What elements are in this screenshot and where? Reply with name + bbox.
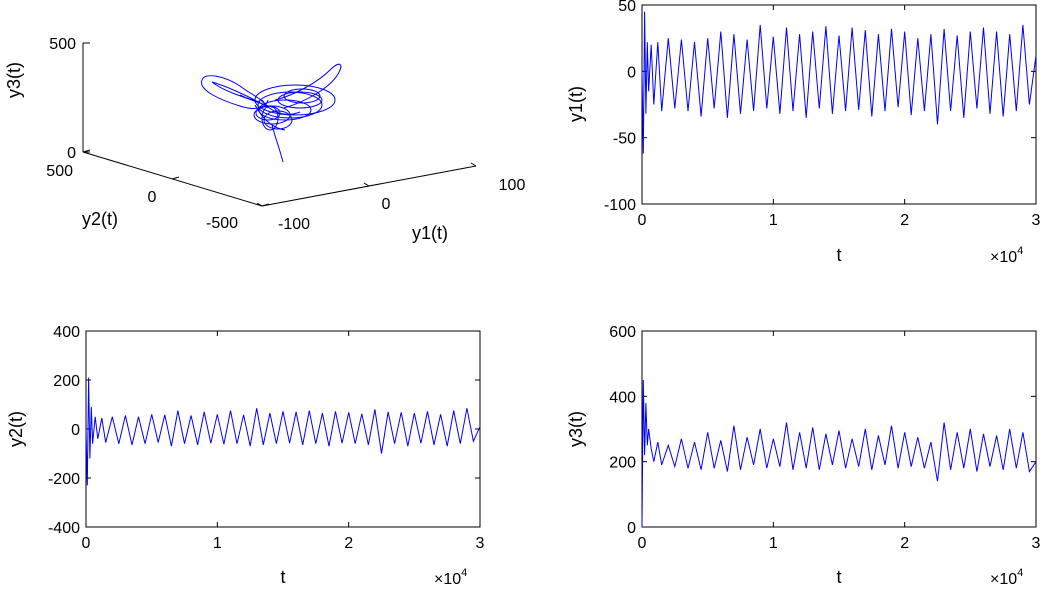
z-axis-label: y3(t) — [4, 62, 24, 98]
y-axis-label: y3(t) — [566, 411, 586, 447]
y-tick-label: 200 — [53, 373, 80, 390]
x-exponent: ×104 — [990, 245, 1023, 266]
x-exponent: ×104 — [434, 567, 467, 588]
y1-tick-label-100: 100 — [499, 177, 526, 194]
y-tick-label: 400 — [609, 389, 636, 406]
x-tick-label: 3 — [1032, 212, 1041, 229]
y2-tick-0 — [171, 176, 180, 180]
y1-tick-0 — [363, 182, 370, 187]
y1-tick-100 — [470, 162, 477, 167]
y1-axis-label: y1(t) — [412, 223, 448, 243]
x-ticks: 0 1 2 3 — [82, 331, 485, 552]
x-exponent-power: 4 — [1017, 245, 1023, 257]
plot-box — [641, 4, 1037, 205]
y-tick-label: 200 — [609, 455, 636, 472]
x-tick-label: 2 — [344, 535, 353, 552]
x-tick-label: 2 — [900, 212, 909, 229]
y-tick-label: 0 — [627, 520, 636, 537]
x-tick-label: 1 — [769, 212, 778, 229]
series-line — [641, 11, 1037, 154]
x-axis-label: t — [836, 245, 841, 265]
y-tick-label: -50 — [613, 131, 636, 148]
y-ticks: 50 0 -50 -100 — [604, 0, 1036, 214]
y2-tick-neg500 — [261, 203, 270, 207]
x-exponent-base: ×10 — [990, 249, 1017, 266]
x-tick-label: 3 — [1032, 535, 1041, 552]
y2-axis-label: y2(t) — [82, 209, 118, 229]
x-axis-label: t — [280, 567, 285, 587]
y1-tick-label-neg100: -100 — [278, 216, 310, 233]
y-tick-label: 0 — [71, 422, 80, 439]
x-tick-label: 0 — [638, 535, 647, 552]
x-tick-label: 3 — [476, 535, 485, 552]
x-axis-label: t — [836, 567, 841, 587]
y-ticks: 600 400 200 0 — [609, 324, 1036, 537]
y-tick-label: 50 — [618, 0, 636, 15]
attractor-trajectory — [201, 63, 342, 163]
panel-y1-series: 0 1 2 3 50 0 -50 -100 t y1(t) ×104 — [566, 0, 1041, 266]
y2-tick-label-0: 0 — [148, 189, 157, 206]
series-line — [85, 377, 481, 486]
series-line — [641, 379, 1037, 528]
y-tick-label: 600 — [609, 324, 636, 341]
x-tick-label: 0 — [638, 212, 647, 229]
z-tick-label-0: 0 — [67, 145, 76, 162]
x-tick-label: 0 — [82, 535, 91, 552]
y2-tick-label-neg500: -500 — [206, 215, 238, 232]
x-tick-label: 1 — [769, 535, 778, 552]
y-ticks: 400 200 0 -200 -400 — [48, 324, 480, 537]
x-exponent-base: ×10 — [990, 571, 1017, 588]
y-tick-label: 400 — [53, 324, 80, 341]
x-exponent-power: 4 — [461, 567, 467, 579]
y-tick-label: 0 — [627, 64, 636, 81]
x-ticks: 0 1 2 3 — [638, 5, 1041, 229]
x-tick-label: 2 — [900, 535, 909, 552]
y-axis-label: y1(t) — [566, 86, 586, 122]
x-exponent-base: ×10 — [434, 571, 461, 588]
y-axis-label: y2(t) — [6, 411, 26, 447]
plot-box — [641, 330, 1037, 528]
x-tick-label: 1 — [213, 535, 222, 552]
panel-3d-trajectory: 500 0 500 0 -500 -100 0 100 y3(t) y2(t) … — [4, 36, 525, 243]
x-exponent-power: 4 — [1017, 567, 1023, 579]
z-tick-label-500: 500 — [49, 36, 76, 53]
y2-tick-label-500: 500 — [46, 163, 73, 180]
y-tick-label: -400 — [48, 520, 80, 537]
x-ticks: 0 1 2 3 — [638, 331, 1041, 552]
plot-box — [85, 330, 481, 528]
panel-y2-series: 0 1 2 3 400 200 0 -200 -400 t y2(t) ×104 — [6, 324, 485, 588]
y1-tick-label-0: 0 — [382, 196, 391, 213]
x-exponent: ×104 — [990, 567, 1023, 588]
y-tick-label: -100 — [604, 197, 636, 214]
y-tick-label: -200 — [48, 471, 80, 488]
y1-tick-neg100 — [256, 202, 263, 207]
panel-y3-series: 0 1 2 3 600 400 200 0 t y3(t) ×104 — [566, 324, 1041, 588]
y2-tick-500 — [82, 149, 91, 153]
